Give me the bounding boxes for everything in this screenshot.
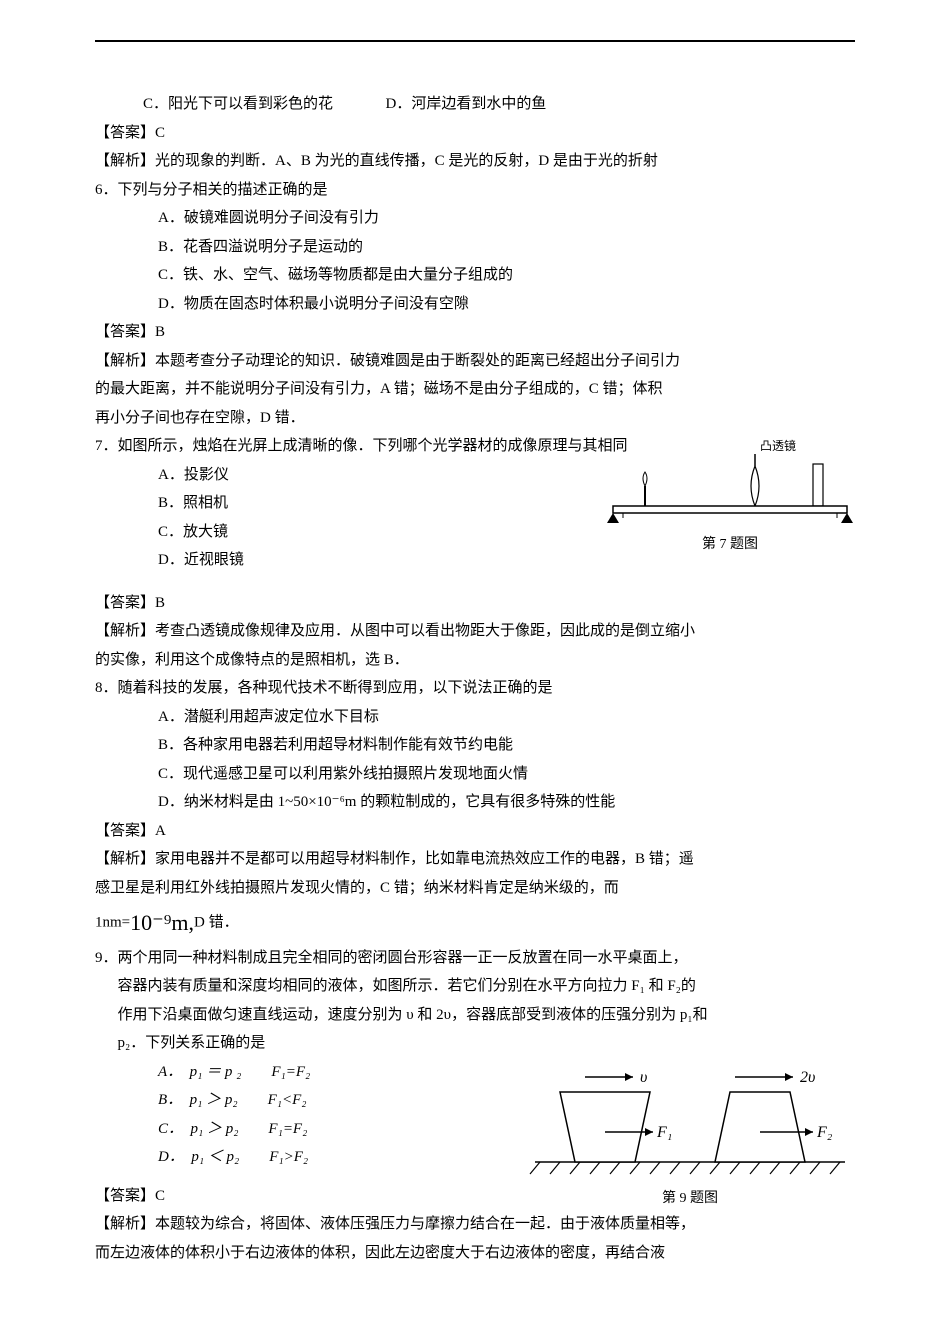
explain-6c: 再小分子间也存在空隙，D 错． [95, 404, 855, 433]
q6-stem: 6．下列与分子相关的描述正确的是 [95, 176, 855, 205]
formula-10-9m: 10⁻⁹m, [130, 902, 194, 944]
q8-option-a: A．潜艇利用超声波定位水下目标 [95, 703, 855, 732]
q6-option-d: D．物质在固态时体积最小说明分子间没有空隙 [95, 290, 855, 319]
q9-stem-c: 作用下沿桌面做匀速直线运动，速度分别为 υ 和 2υ，容器底部受到液体的压强分别… [95, 1001, 855, 1030]
svg-text:F₂: F₂ [816, 1124, 833, 1141]
q6-option-a: A．破镜难圆说明分子间没有引力 [95, 204, 855, 233]
document-page: C．阳光下可以看到彩色的花 D．河岸边看到水中的鱼 【答案】C 【解析】光的现象… [0, 0, 950, 1307]
explain-8a: 【解析】家用电器并不是都可以用超导材料制作，比如靠电流热效应工作的电器，B 错；… [95, 845, 855, 874]
svg-text:F₁: F₁ [656, 1124, 672, 1141]
figure-7: 凸透镜 [605, 438, 855, 559]
containers-diagram-icon: υ 2υ F₁ F₂ [525, 1062, 855, 1182]
explain-7b: 的实像，利用这个成像特点的是照相机，选 B． [95, 646, 855, 675]
q8-option-b: B．各种家用电器若利用超导材料制作能有效节约电能 [95, 731, 855, 760]
explain-9b: 而左边液体的体积小于右边液体的体积，因此左边密度大于右边液体的密度，再结合液 [95, 1239, 855, 1268]
q7-block: 7．如图所示，烛焰在光屏上成清晰的像．下列哪个光学器材的成像原理与其相同 A．投… [95, 432, 855, 575]
explain-9a: 【解析】本题较为综合，将固体、液体压强压力与摩擦力结合在一起．由于液体质量相等， [95, 1210, 855, 1239]
lens-label: 凸透镜 [760, 438, 796, 453]
q6-option-b: B．花香四溢说明分子是运动的 [95, 233, 855, 262]
explain-5: 【解析】光的现象的判断．A、B 为光的直线传播，C 是光的反射，D 是由于光的折… [95, 147, 855, 176]
explain-8c-post: D 错． [194, 914, 239, 930]
q5-option-c: C．阳光下可以看到彩色的花 [95, 96, 333, 112]
q5-option-d: D．河岸边看到水中的鱼 [386, 96, 547, 112]
q9-stem-b: 容器内装有质量和深度均相同的液体，如图所示．若它们分别在水平方向拉力 F₁ 和 … [95, 972, 855, 1001]
q8-option-c: C．现代遥感卫星可以利用紫外线拍摄照片发现地面火情 [95, 760, 855, 789]
q9-stem-a: 9．两个用同一种材料制成且完全相同的密闭圆台形容器一正一反放置在同一水平桌面上， [95, 944, 855, 973]
explain-8c: 1nm=10⁻⁹m,D 错． [95, 902, 855, 944]
top-rule [95, 40, 855, 42]
q9-block: A． p₁ ＝ p ₂ F₁=F₂ B． p₁ ＞ p₂ F₁<F₂ C． p₁… [95, 1058, 855, 1172]
answer-6: 【答案】B [95, 318, 855, 347]
explain-7a: 【解析】考查凸透镜成像规律及应用．从图中可以看出物距大于像距，因此成的是倒立缩小 [95, 617, 855, 646]
optics-diagram-icon: 凸透镜 [605, 438, 855, 528]
figure-7-caption: 第 7 题图 [605, 532, 855, 559]
figure-9: υ 2υ F₁ F₂ 第 9 题图 [525, 1062, 855, 1213]
v-label: υ [640, 1069, 647, 1086]
q8-option-d: D．纳米材料是由 1~50×10⁻⁶m 的颗粒制成的，它具有很多特殊的性能 [95, 788, 855, 817]
answer-7: 【答案】B [95, 589, 855, 618]
q8-stem: 8．随着科技的发展，各种现代技术不断得到应用，以下说法正确的是 [95, 674, 855, 703]
explain-6a: 【解析】本题考查分子动理论的知识．破镜难圆是由于断裂处的距离已经超出分子间引力 [95, 347, 855, 376]
answer-5: 【答案】C [95, 119, 855, 148]
q5-options-cd: C．阳光下可以看到彩色的花 D．河岸边看到水中的鱼 [95, 90, 855, 119]
svg-text:2υ: 2υ [800, 1069, 815, 1086]
explain-8c-pre: 1nm= [95, 914, 130, 930]
q9-stem-d: p₂．下列关系正确的是 [95, 1029, 855, 1058]
explain-8b: 感卫星是利用红外线拍摄照片发现火情的，C 错；纳米材料肯定是纳米级的，而 [95, 874, 855, 903]
q6-option-c: C．铁、水、空气、磁场等物质都是由大量分子组成的 [95, 261, 855, 290]
figure-9-caption: 第 9 题图 [525, 1186, 855, 1213]
explain-6b: 的最大距离，并不能说明分子间没有引力，A 错；磁场不是由分子组成的，C 错；体积 [95, 375, 855, 404]
answer-8: 【答案】A [95, 817, 855, 846]
